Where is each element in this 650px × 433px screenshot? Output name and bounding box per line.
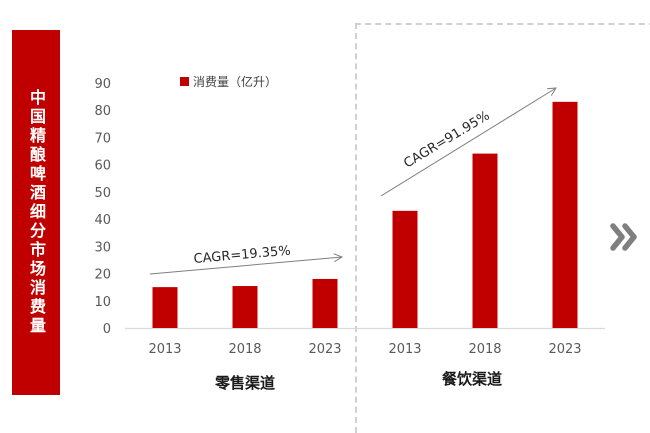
x-axis: 2013 2018 2023 2013 2018 2023 (148, 342, 581, 357)
y-tick-label: 40 (94, 213, 111, 228)
bar (232, 286, 258, 328)
x-tick-label: 2013 (388, 342, 421, 357)
y-tick-label: 30 (94, 240, 111, 255)
retail-trend-arrow (149, 257, 342, 275)
y-tick-label: 80 (94, 104, 111, 119)
legend-label: 消费量（亿升） (193, 74, 277, 89)
x-tick-label: 2018 (468, 342, 501, 357)
double-chevron-right-icon[interactable] (608, 220, 642, 254)
y-tick-label: 20 (94, 268, 111, 283)
legend-swatch (180, 77, 189, 86)
bar (552, 101, 578, 328)
y-tick-label: 90 (94, 77, 111, 92)
bar-chart: 0 10 20 30 40 50 60 70 80 90 2013 2018 2023 2013 2018… (94, 74, 605, 357)
retail-cagr-label: CAGR=19.35% (193, 244, 291, 267)
bars (152, 101, 578, 328)
y-tick-label: 0 (103, 322, 111, 337)
bar (152, 287, 178, 328)
side-title-text: 中国精酿啤酒细分市场消费量 (27, 89, 46, 336)
dining-highlight-box (355, 23, 650, 433)
legend: 消费量（亿升） (180, 74, 277, 89)
dining-trend-arrow (380, 88, 556, 197)
bar (472, 153, 498, 328)
x-tick-label: 2013 (148, 342, 181, 357)
y-axis: 0 10 20 30 40 50 60 70 80 90 (94, 77, 111, 337)
y-tick-label: 70 (94, 131, 111, 146)
dining-group-label: 餐饮渠道 (441, 370, 503, 388)
side-title-banner: 中国精酿啤酒细分市场消费量 (12, 30, 60, 395)
x-tick-label: 2023 (308, 342, 341, 357)
y-tick-label: 50 (94, 186, 111, 201)
bar (312, 278, 338, 328)
y-tick-label: 60 (94, 159, 111, 174)
x-tick-label: 2018 (228, 342, 261, 357)
retail-group-label: 零售渠道 (214, 374, 276, 392)
x-tick-label: 2023 (548, 342, 581, 357)
y-tick-label: 10 (94, 295, 111, 310)
bar (392, 210, 418, 328)
